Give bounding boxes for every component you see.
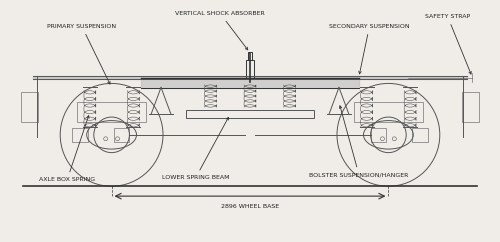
Bar [462, 92, 479, 122]
Bar [186, 110, 314, 118]
Bar [77, 102, 146, 122]
Bar [248, 52, 252, 60]
Bar [246, 60, 254, 77]
Bar [20, 92, 38, 122]
Bar [370, 128, 386, 142]
Text: SECONDARY SUSPENSION: SECONDARY SUSPENSION [329, 24, 409, 74]
Text: LOWER SPRING BEAM: LOWER SPRING BEAM [162, 117, 230, 180]
Bar [354, 102, 423, 122]
Text: AXLE BOX SPRING: AXLE BOX SPRING [39, 116, 95, 182]
Text: 2896 WHEEL BASE: 2896 WHEEL BASE [221, 204, 279, 209]
Bar [72, 128, 88, 142]
Bar [114, 128, 130, 142]
Text: PRIMARY SUSPENSION: PRIMARY SUSPENSION [48, 24, 116, 84]
Bar [412, 128, 428, 142]
Text: SAFETY STRAP: SAFETY STRAP [425, 14, 471, 74]
Text: VERTICAL SHOCK ABSORBER: VERTICAL SHOCK ABSORBER [176, 11, 265, 50]
Text: BOLSTER SUSPENSION/HANGER: BOLSTER SUSPENSION/HANGER [310, 106, 408, 177]
